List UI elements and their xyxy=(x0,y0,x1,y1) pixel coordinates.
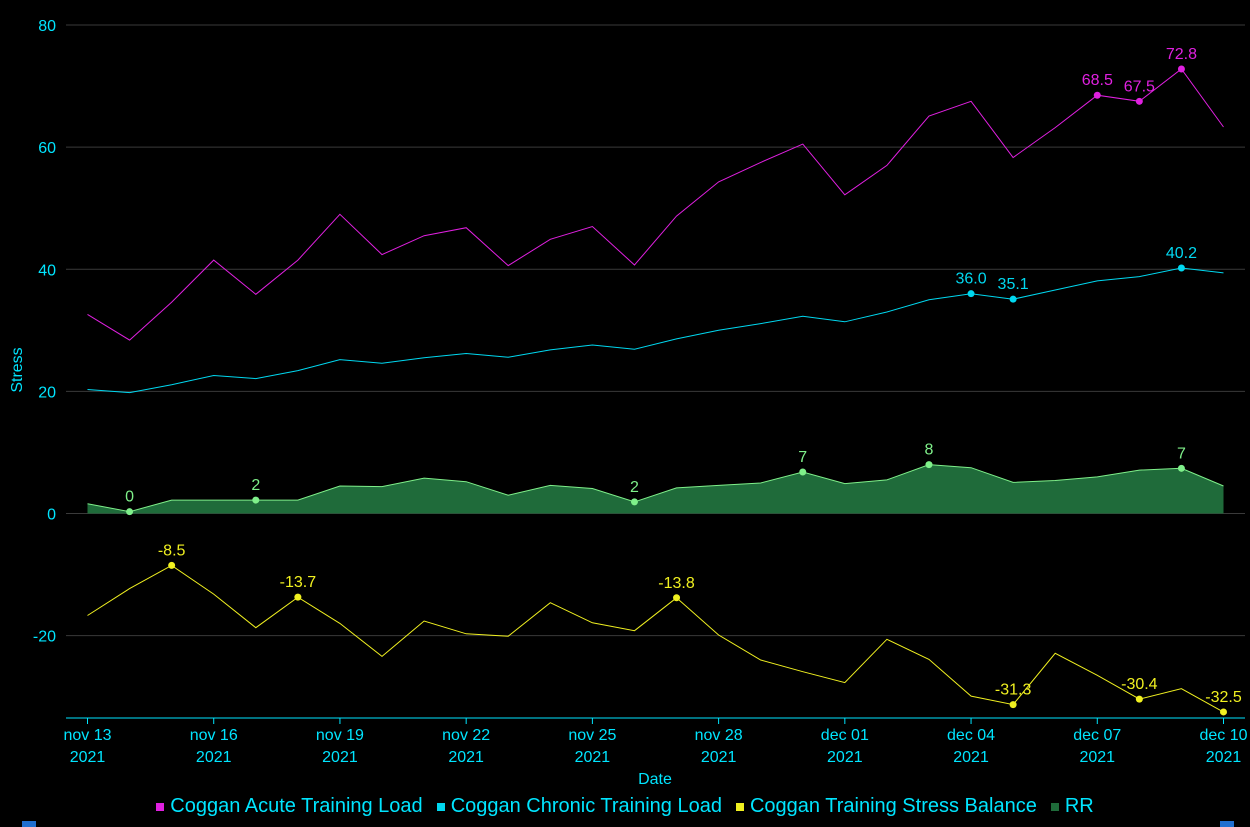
atl-point xyxy=(1135,97,1143,105)
legend: Coggan Acute Training Load Coggan Chronic… xyxy=(0,795,1250,818)
tsb-point xyxy=(1009,701,1017,709)
y-tick-label: -20 xyxy=(33,629,56,646)
legend-item[interactable]: Coggan Chronic Training Load xyxy=(436,795,722,818)
y-tick-label: 40 xyxy=(38,262,56,279)
x-tick-label: nov 22 xyxy=(442,727,490,744)
x-axis-title: Date xyxy=(638,771,672,788)
legend-label: Coggan Acute Training Load xyxy=(170,795,423,817)
y-tick-label: 0 xyxy=(47,507,56,524)
y-axis-title: Stress xyxy=(9,347,26,392)
x-tick-label: dec 07 xyxy=(1073,727,1121,744)
grid-lines xyxy=(66,24,1245,637)
rr-area-layer xyxy=(87,464,1224,514)
rr-line xyxy=(87,464,1224,513)
legend-swatch xyxy=(735,802,744,811)
data-labels-layer: 68.5 67.5 72.8 36.0 35.1 40.2 -8.5 -13.7 -13.8 -3… xyxy=(125,46,1242,706)
ctl-point xyxy=(1009,295,1017,303)
tsb-data-label: -31.3 xyxy=(995,682,1032,699)
tsb-point xyxy=(1135,695,1143,703)
tsb-point xyxy=(294,593,302,601)
x-tick-label: nov 13 xyxy=(63,727,111,744)
tsb-point xyxy=(168,561,176,569)
rr_fill-point xyxy=(252,496,260,504)
rr_fill-data-label: 2 xyxy=(630,479,639,496)
atl-point xyxy=(1093,91,1101,99)
tsb-data-label: -13.7 xyxy=(280,574,317,591)
x-tick-year: 2021 xyxy=(196,749,232,766)
ctl-point xyxy=(1177,264,1185,272)
atl-line xyxy=(87,68,1224,341)
x-tick-year: 2021 xyxy=(322,749,358,766)
y-tick-label: 20 xyxy=(38,384,56,401)
corner-marker-left xyxy=(22,821,36,827)
ctl-line xyxy=(87,267,1224,394)
tsb-data-label: -32.5 xyxy=(1205,689,1242,706)
legend-item[interactable]: Coggan Training Stress Balance xyxy=(735,795,1037,818)
rr_fill-point xyxy=(799,468,807,476)
rr-area xyxy=(87,464,1224,514)
series-lines-layer xyxy=(87,68,1224,713)
x-tick-label: dec 10 xyxy=(1199,727,1247,744)
atl-data-label: 68.5 xyxy=(1082,72,1113,89)
x-tick-label: nov 19 xyxy=(316,727,364,744)
legend-swatch xyxy=(436,802,445,811)
x-tick-label: dec 04 xyxy=(947,727,995,744)
y-tick-label: 80 xyxy=(38,18,56,35)
rr_fill-point xyxy=(1177,464,1185,472)
legend-label: Coggan Chronic Training Load xyxy=(450,795,722,817)
rr_fill-point xyxy=(126,508,134,516)
tsb-data-label: -13.8 xyxy=(658,575,695,592)
tsb-point xyxy=(673,594,681,602)
x-tick-label: nov 16 xyxy=(190,727,238,744)
x-tick-label: nov 28 xyxy=(695,727,743,744)
legend-item[interactable]: RR xyxy=(1050,795,1094,818)
x-tick-year: 2021 xyxy=(575,749,611,766)
legend-swatch xyxy=(1050,802,1059,811)
tsb-data-label: -8.5 xyxy=(158,542,186,559)
rr_fill-data-label: 7 xyxy=(1177,445,1186,462)
legend-label: RR xyxy=(1064,795,1094,817)
x-tick-label: nov 25 xyxy=(568,727,616,744)
x-tick-label: dec 01 xyxy=(821,727,869,744)
legend-label: Coggan Training Stress Balance xyxy=(749,795,1037,817)
x-tick-year: 2021 xyxy=(701,749,737,766)
rr_fill-data-label: 8 xyxy=(925,442,934,459)
corner-marker-right xyxy=(1220,821,1234,827)
x-tick-year: 2021 xyxy=(953,749,989,766)
tsb-line xyxy=(87,564,1224,713)
y-tick-label: 60 xyxy=(38,140,56,157)
ctl-data-label: 36.0 xyxy=(955,271,986,288)
legend-swatch xyxy=(156,802,165,811)
chart: 68.5 67.5 72.8 36.0 35.1 40.2 -8.5 -13.7 -13.8 -3… xyxy=(9,18,1248,788)
atl-data-label: 67.5 xyxy=(1124,78,1155,95)
tsb-point xyxy=(1220,708,1227,716)
rr_fill-point xyxy=(630,498,638,506)
legend-item[interactable]: Coggan Acute Training Load xyxy=(156,795,423,818)
rr_fill-point xyxy=(925,461,933,469)
rr_fill-data-label: 0 xyxy=(125,489,134,506)
atl-data-label: 72.8 xyxy=(1166,46,1197,63)
x-tick-year: 2021 xyxy=(1079,749,1115,766)
ctl-point xyxy=(967,290,975,298)
rr_fill-data-label: 2 xyxy=(251,477,260,494)
x-tick-year: 2021 xyxy=(448,749,484,766)
x-tick-year: 2021 xyxy=(827,749,863,766)
ctl-data-label: 35.1 xyxy=(998,276,1029,293)
data-points-layer xyxy=(126,65,1227,716)
tsb-data-label: -30.4 xyxy=(1121,676,1158,693)
x-tick-year: 2021 xyxy=(1206,749,1242,766)
rr_fill-data-label: 7 xyxy=(798,449,807,466)
x-tick-year: 2021 xyxy=(70,749,106,766)
atl-point xyxy=(1177,65,1185,73)
ctl-data-label: 40.2 xyxy=(1166,245,1197,262)
